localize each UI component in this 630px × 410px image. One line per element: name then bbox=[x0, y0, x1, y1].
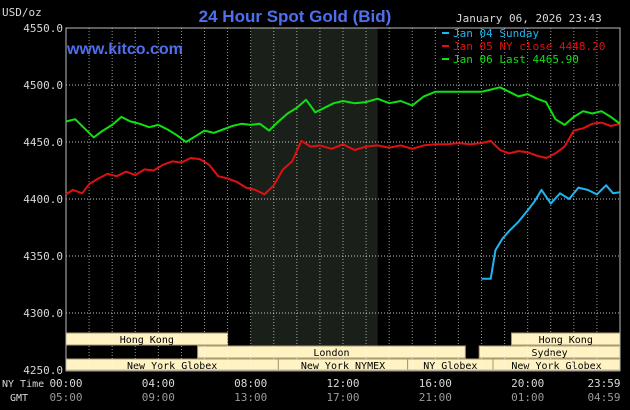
session-label: Sydney bbox=[532, 348, 568, 359]
x-tick-label-ny: 16:00 bbox=[419, 377, 452, 390]
x-tick-label-gmt: 13:00 bbox=[234, 391, 267, 404]
y-tick-label: 4550.0 bbox=[23, 22, 63, 35]
session-box-rect bbox=[197, 345, 466, 359]
session-label: Hong Kong bbox=[539, 335, 593, 346]
x-tick-label-gmt: 09:00 bbox=[142, 391, 175, 404]
shaded-band bbox=[250, 28, 378, 370]
session-box: Hong Kong bbox=[65, 332, 229, 346]
session-label: NY Globex bbox=[423, 361, 477, 372]
session-label: New York NYMEX bbox=[301, 361, 385, 372]
x-tick-label-ny: 23:59 bbox=[587, 377, 620, 390]
y-tick-label: 4250.0 bbox=[23, 364, 63, 377]
series-line bbox=[65, 86, 621, 143]
gmt-label: GMT bbox=[10, 393, 28, 404]
ny-time-label: NY Time bbox=[2, 379, 44, 390]
y-tick-label: 4400.0 bbox=[23, 193, 63, 206]
x-tick-label-ny: 20:00 bbox=[511, 377, 544, 390]
y-tick-label: 4350.0 bbox=[23, 250, 63, 263]
legend-item: Jan 06 Last 4465.90 bbox=[453, 53, 579, 66]
session-label: New York Globex bbox=[511, 361, 601, 372]
price-series bbox=[65, 86, 621, 280]
site-label[interactable]: www.kitco.com bbox=[66, 41, 183, 58]
timestamp: January 06, 2026 23:43 bbox=[456, 12, 602, 25]
x-tick-label-gmt: 17:00 bbox=[326, 391, 359, 404]
session-label: Hong Kong bbox=[120, 335, 174, 346]
session-box: Sydney bbox=[478, 345, 621, 359]
y-tick-label: 4450.0 bbox=[23, 136, 63, 149]
grid bbox=[65, 27, 621, 371]
x-tick-label-ny: 00:00 bbox=[49, 377, 82, 390]
y-tick-label: 4500.0 bbox=[23, 79, 63, 92]
plot-border bbox=[65, 27, 621, 371]
series-line bbox=[481, 184, 621, 280]
session-box: London bbox=[197, 345, 466, 359]
x-tick-label-gmt: 01:00 bbox=[511, 391, 544, 404]
x-tick-label-ny: 04:00 bbox=[142, 377, 175, 390]
trading-sessions: Hong Kong London New York Globex New York N… bbox=[65, 332, 621, 372]
legend-item: Jan 04 Sunday bbox=[453, 27, 539, 40]
session-label: New York Globex bbox=[127, 361, 217, 372]
y-tick-label: 4300.0 bbox=[23, 307, 63, 320]
x-tick-label-gmt: 05:00 bbox=[49, 391, 82, 404]
x-tick-label-ny: 08:00 bbox=[234, 377, 267, 390]
y-axis-ticks: 4250.0 4300.0 4350.0 4400.0 4450.0 4500.0 4550… bbox=[23, 22, 63, 377]
series-line bbox=[65, 121, 621, 196]
x-tick-label-gmt: 04:59 bbox=[587, 391, 620, 404]
session-box: Hong Kong bbox=[511, 332, 621, 346]
session-label: London bbox=[313, 348, 349, 359]
x-tick-label-ny: 12:00 bbox=[326, 377, 359, 390]
chart-title: 24 Hour Spot Gold (Bid) bbox=[199, 7, 392, 26]
x-tick-label-gmt: 21:00 bbox=[419, 391, 452, 404]
legend-item: Jan 05 NY close 4448.20 bbox=[453, 40, 605, 53]
unit-label: USD/oz bbox=[2, 6, 42, 19]
